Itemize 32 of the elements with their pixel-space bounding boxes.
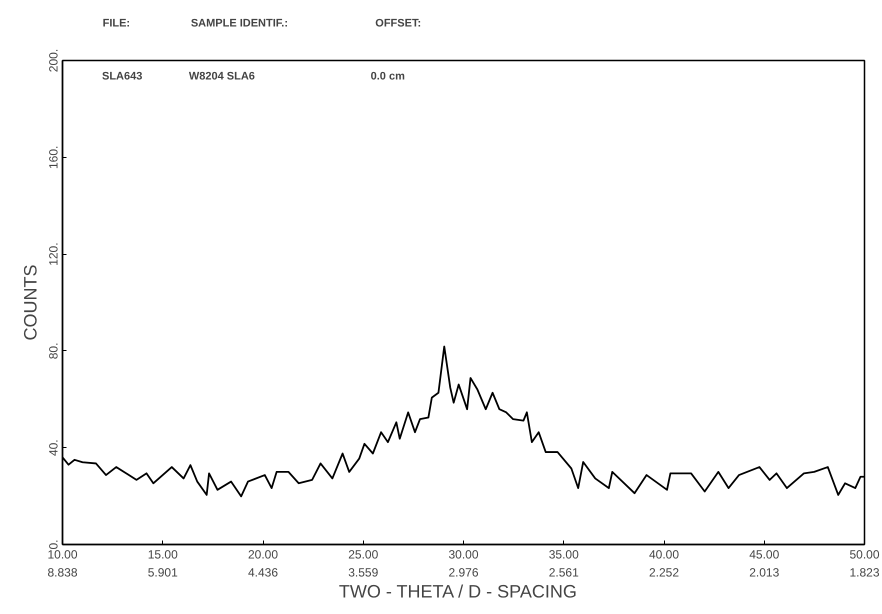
text: 2.252: [648, 566, 680, 580]
y-tick-label: 0.: [46, 539, 60, 550]
y-tick-label: 40.: [46, 439, 60, 456]
annotation: W8204 SLA6: [188, 70, 255, 82]
x-tick-label: 45.00: [749, 548, 780, 562]
y-tick-label: 120.: [46, 242, 60, 266]
x-axis-title: TWO - THETA / D - SPACING: [338, 582, 577, 602]
x-tick-label: 35.00: [548, 548, 580, 562]
x-tick-label: 50.00: [849, 548, 880, 562]
text: SAMPLE IDENTIF.:: [190, 17, 288, 30]
x-tick-label: 10.00: [47, 548, 78, 562]
x-tick-label: 30.00: [448, 548, 479, 562]
y-axis-title: COUNTS: [20, 264, 40, 340]
text: 2.976: [448, 566, 479, 580]
text: FILE:: [102, 17, 130, 30]
text: 8.838: [47, 566, 78, 580]
text: 2.013: [749, 566, 780, 580]
text: 3.559: [348, 566, 379, 580]
x-tick-label: 25.00: [348, 548, 379, 562]
x-tick-label: 40.00: [648, 548, 680, 562]
text: OFFSET:: [375, 17, 422, 30]
text: 5.901: [148, 566, 178, 580]
y-tick-label: 160.: [46, 146, 60, 169]
y-tick-label: 200.: [46, 48, 60, 72]
text: 4.436: [248, 566, 278, 580]
annotation: 0.0 cm: [370, 70, 406, 82]
text: 2.561: [548, 566, 580, 580]
annotation: SLA643: [102, 70, 142, 82]
x-tick-label: 20.00: [248, 548, 278, 562]
x-tick-label: 15.00: [148, 548, 178, 562]
text: 1.823: [849, 566, 880, 580]
y-tick-label: 80.: [46, 342, 60, 360]
